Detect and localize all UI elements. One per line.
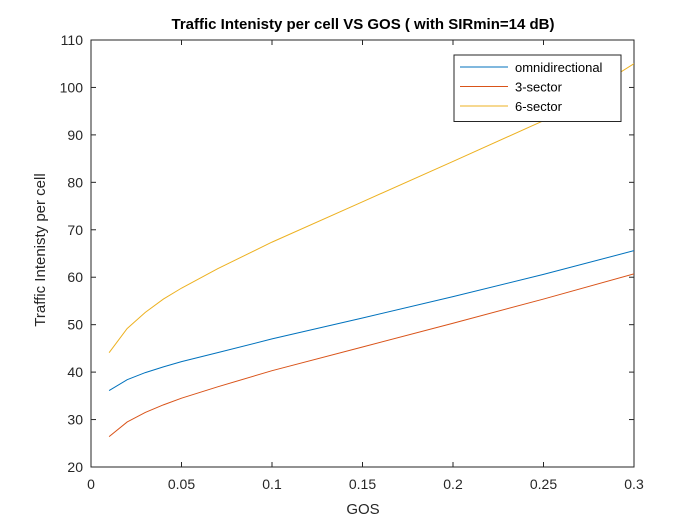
legend-label: 6-sector — [515, 99, 563, 114]
y-tick-label: 60 — [67, 269, 83, 285]
y-tick-label: 30 — [67, 412, 83, 428]
y-axis-label: Traffic Intenisty per cell — [32, 173, 49, 326]
y-tick-label: 40 — [67, 364, 83, 380]
legend-label: omnidirectional — [515, 60, 603, 75]
y-tick-label: 100 — [60, 79, 84, 95]
series-line-omnidirectional — [108, 250, 634, 392]
legend: omnidirectional 3-sector 6-sector — [453, 54, 622, 122]
x-tick-label: 0.1 — [262, 476, 282, 492]
y-tick-label: 80 — [67, 174, 83, 190]
series-line-6-sector — [108, 63, 634, 353]
chart-title: Traffic Intenisty per cell VS GOS ( with… — [171, 16, 554, 33]
series-line-3-sector — [108, 273, 634, 438]
x-tick-label: 0.15 — [349, 476, 376, 492]
x-tick-label: 0.2 — [443, 476, 463, 492]
y-tick-label: 20 — [67, 459, 83, 475]
y-tick-label: 50 — [67, 317, 83, 333]
x-tick-label: 0.05 — [168, 476, 195, 492]
x-tick-label: 0 — [87, 476, 95, 492]
x-tick-label: 0.3 — [624, 476, 644, 492]
x-axis-label: GOS — [346, 501, 379, 518]
y-tick-label: 110 — [61, 32, 84, 48]
legend-label: 3-sector — [515, 80, 563, 95]
legend-box — [453, 54, 622, 122]
x-tick-label: 0.25 — [530, 476, 557, 492]
y-tick-label: 70 — [67, 222, 83, 238]
y-tick-label: 90 — [67, 127, 83, 143]
